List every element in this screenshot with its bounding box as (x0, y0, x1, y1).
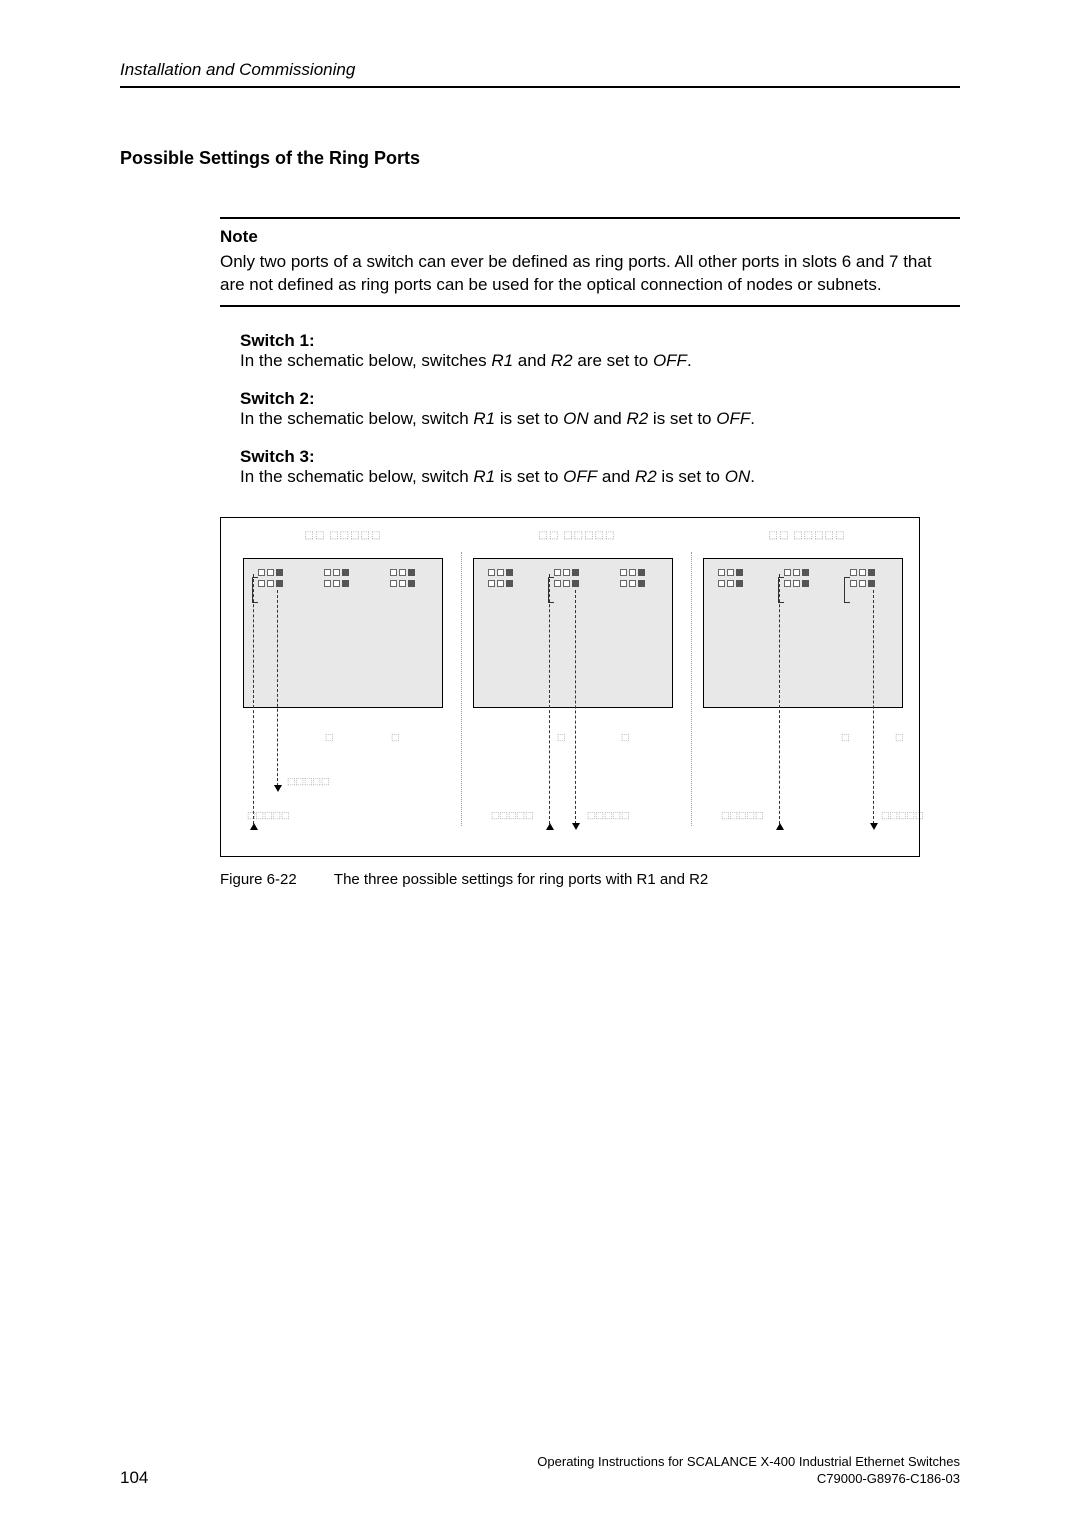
running-title: Installation and Commissioning (120, 60, 355, 79)
panel-3-slotnum-a: ⬚ (841, 732, 850, 743)
switch-1-text: In the schematic below, switches R1 and … (240, 351, 960, 371)
page-number: 104 (120, 1468, 148, 1488)
panel-2-slot7 (620, 569, 668, 591)
panel-1-def: ⬚⬚⬚⬚⬚ (287, 776, 330, 787)
panel-2-slot6 (554, 569, 602, 591)
note-label: Note (220, 227, 960, 247)
panel-3-slot6 (784, 569, 832, 591)
footer-line1: Operating Instructions for SCALANCE X-40… (537, 1454, 960, 1471)
figure-6-22: ⬚⬚ ⬚⬚⬚⬚⬚ ⬚ ⬚ ⬚⬚⬚⬚⬚ ⬚⬚⬚⬚⬚ ⬚⬚ ⬚⬚⬚⬚⬚ (220, 517, 920, 857)
switch-3-label: Switch 3: (240, 447, 960, 467)
panel-1-ring: ⬚⬚⬚⬚⬚ (247, 810, 290, 821)
figure-caption-text: The three possible settings for ring por… (334, 871, 708, 888)
divider-2 (691, 552, 692, 826)
figure-number: Figure 6-22 (220, 871, 330, 888)
switch-2-text: In the schematic below, switch R1 is set… (240, 409, 960, 429)
panel-1-line-a (253, 574, 254, 824)
panel-2-slotnum-a: ⬚ (557, 732, 566, 743)
panel-1-slot7 (390, 569, 438, 591)
panel-1-line-b (277, 590, 278, 786)
panel-3-ring-a: ⬚⬚⬚⬚⬚ (721, 810, 764, 821)
panel-1-slot5 (258, 569, 306, 591)
panel-2-frame (473, 558, 673, 708)
panel-2-line-a (549, 574, 550, 824)
panel-3-slotnum-b: ⬚ (895, 732, 904, 743)
figure-caption: Figure 6-22 The three possible settings … (220, 871, 960, 888)
bracket-icon (844, 577, 850, 603)
panel-2-slotnum-b: ⬚ (621, 732, 630, 743)
divider-1 (461, 552, 462, 826)
note-body: Only two ports of a switch can ever be d… (220, 251, 960, 297)
panel-2-title: ⬚⬚ ⬚⬚⬚⬚⬚ (467, 530, 687, 541)
panel-3-ring-b: ⬚⬚⬚⬚⬚ (881, 810, 924, 821)
note-block: Note Only two ports of a switch can ever… (220, 217, 960, 307)
panel-1-slotnum-b: ⬚ (391, 732, 400, 743)
footer-line2: C79000-G8976-C186-03 (537, 1471, 960, 1488)
panel-2-ring-b: ⬚⬚⬚⬚⬚ (587, 810, 630, 821)
switch-1: Switch 1: In the schematic below, switch… (240, 331, 960, 371)
panel-2-ring-a: ⬚⬚⬚⬚⬚ (491, 810, 534, 821)
panel-switch-3: ⬚⬚ ⬚⬚⬚⬚⬚ ⬚ ⬚ ⬚⬚⬚⬚⬚ ⬚⬚⬚⬚⬚ (697, 554, 917, 844)
panel-3-slot7 (850, 569, 898, 591)
panel-3-slot5 (718, 569, 766, 591)
panel-1-title: ⬚⬚ ⬚⬚⬚⬚⬚ (233, 530, 453, 541)
footer-doc-info: Operating Instructions for SCALANCE X-40… (537, 1454, 960, 1488)
panel-3-title: ⬚⬚ ⬚⬚⬚⬚⬚ (697, 530, 917, 541)
section-title: Possible Settings of the Ring Ports (120, 148, 960, 169)
switch-3-text: In the schematic below, switch R1 is set… (240, 467, 960, 487)
panel-2-slot5 (488, 569, 536, 591)
running-header: Installation and Commissioning (120, 60, 960, 88)
panel-1-slot6 (324, 569, 372, 591)
panel-1-slotnum-a: ⬚ (325, 732, 334, 743)
switch-1-label: Switch 1: (240, 331, 960, 351)
panel-switch-2: ⬚⬚ ⬚⬚⬚⬚⬚ ⬚ ⬚ ⬚⬚⬚⬚⬚ ⬚⬚⬚⬚⬚ (467, 554, 687, 844)
panel-2-line-b (575, 590, 576, 824)
panel-1-frame (243, 558, 443, 708)
panel-3-line-b (873, 590, 874, 824)
panel-switch-1: ⬚⬚ ⬚⬚⬚⬚⬚ ⬚ ⬚ ⬚⬚⬚⬚⬚ ⬚⬚⬚⬚⬚ (233, 554, 453, 844)
switch-2-label: Switch 2: (240, 389, 960, 409)
note-rule-bottom (220, 305, 960, 307)
switch-3: Switch 3: In the schematic below, switch… (240, 447, 960, 487)
note-rule-top (220, 217, 960, 219)
switch-2: Switch 2: In the schematic below, switch… (240, 389, 960, 429)
panel-3-line-a (779, 574, 780, 824)
page-footer: 104 Operating Instructions for SCALANCE … (120, 1454, 960, 1488)
